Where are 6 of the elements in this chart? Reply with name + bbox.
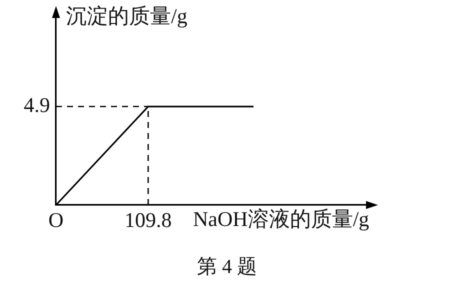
text: 第 4 题 — [196, 255, 258, 280]
x-axis-title: NaOH溶液的质量/g — [193, 206, 370, 233]
y-axis-title: 沉淀的质量/g — [66, 3, 188, 30]
x-tick-label: 109.8 — [124, 208, 172, 232]
annotation: 4.9 — [24, 93, 50, 118]
x-tick-label: O — [48, 208, 64, 232]
